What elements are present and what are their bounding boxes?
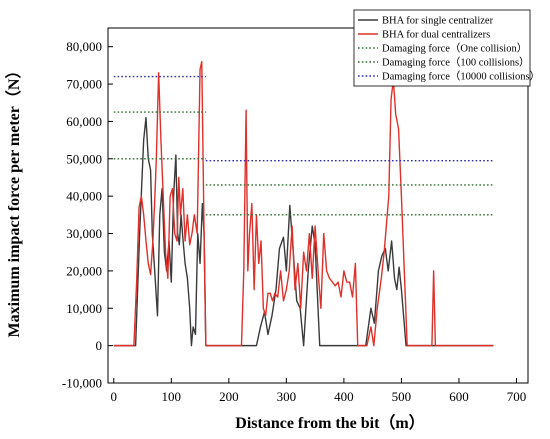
plot-frame [107,27,529,384]
x-tick-label: 700 [507,389,527,404]
series-line-2 [113,60,494,347]
legend-box [353,9,531,87]
y-tick-label: 80,000 [66,39,102,54]
y-tick-label: 40,000 [66,189,102,204]
legend: BHA for single centralizer BHA for dual c… [353,9,540,87]
x-tick-label: 400 [334,389,354,404]
y-axis-title: Maximum impact force per meter（N） [5,63,23,338]
x-tick-label: 600 [449,389,469,404]
x-tick-label: 200 [219,389,239,404]
y-tick-label: 70,000 [66,77,102,92]
x-tick-label: 500 [392,389,412,404]
x-tick-label: 0 [111,389,118,404]
legend-label: BHA for single centralizer [382,16,494,27]
y-tick-label: 0 [96,338,103,353]
y-tick-label: 60,000 [66,114,102,129]
y-tick-label: -10,000 [62,376,102,391]
series-line-1 [113,116,494,347]
y-tick-label: 10,000 [66,301,102,316]
plot-frame-layer [107,27,529,384]
legend-label: BHA for dual centralizers [382,30,490,41]
y-tick-label: 30,000 [66,226,102,241]
y-tick-label: 50,000 [66,151,102,166]
y-tick-label: 20,000 [66,263,102,278]
x-axis-title: Distance from the bit（m） [235,414,424,432]
x-tick-label: 100 [162,389,182,404]
legend-label: Damaging force（100 collisions） [382,57,530,69]
legend-label: Damaging force（One collision） [382,43,527,55]
x-tick-label: 300 [277,389,297,404]
axis-layer: 0 100 200 300 400 500 600 700 -10,000 0 10,000 20,0… [62,39,526,404]
legend-label: Damaging force（10000 collisions） [382,71,540,83]
series-layer [113,60,494,347]
